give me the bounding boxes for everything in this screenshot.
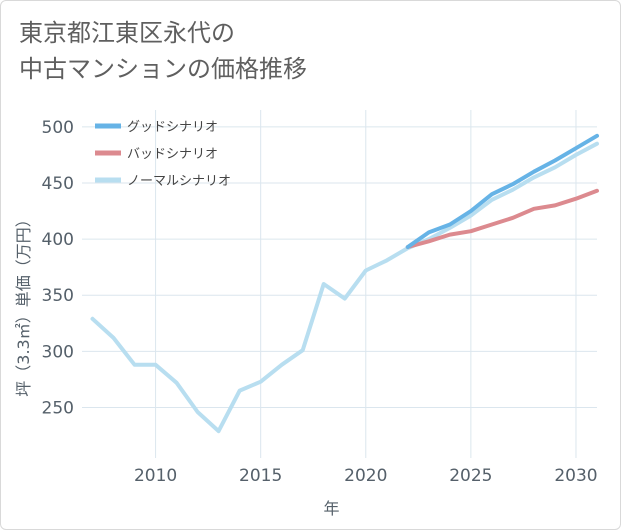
x-axis-label: 年 [323, 499, 339, 518]
chart-title-line2: 中古マンションの価格推移 [19, 55, 307, 83]
plot-area [82, 110, 597, 458]
y-tick-label-300: 300 [42, 342, 74, 362]
legend-label-good: グッドシナリオ [127, 120, 218, 135]
legend-label-bad: バッドシナリオ [127, 147, 218, 162]
x-tick-label-2015: 2015 [239, 466, 282, 486]
chart-title-line1: 東京都江東区永代の [19, 19, 235, 47]
x-tick-label-2030: 2030 [554, 466, 597, 486]
y-tick-label-350: 350 [42, 286, 74, 306]
y-axis-label: 坪（3.3㎡）単価（万円） [14, 211, 33, 396]
series-line-bad [405, 188, 599, 249]
y-tick-label-250: 250 [42, 398, 74, 418]
y-tick-label-450: 450 [42, 174, 74, 194]
series-line-normal [90, 141, 599, 434]
x-tick-label-2025: 2025 [449, 466, 492, 486]
y-tick-label-500: 500 [42, 118, 74, 138]
x-tick-label-2010: 2010 [134, 466, 177, 486]
chart-title: 東京都江東区永代の 中古マンションの価格推移 [19, 15, 307, 87]
series-line-good [405, 133, 599, 249]
legend-label-normal: ノーマルシナリオ [127, 174, 231, 189]
y-tick-label-400: 400 [42, 230, 74, 250]
x-tick-label-2020: 2020 [344, 466, 387, 486]
